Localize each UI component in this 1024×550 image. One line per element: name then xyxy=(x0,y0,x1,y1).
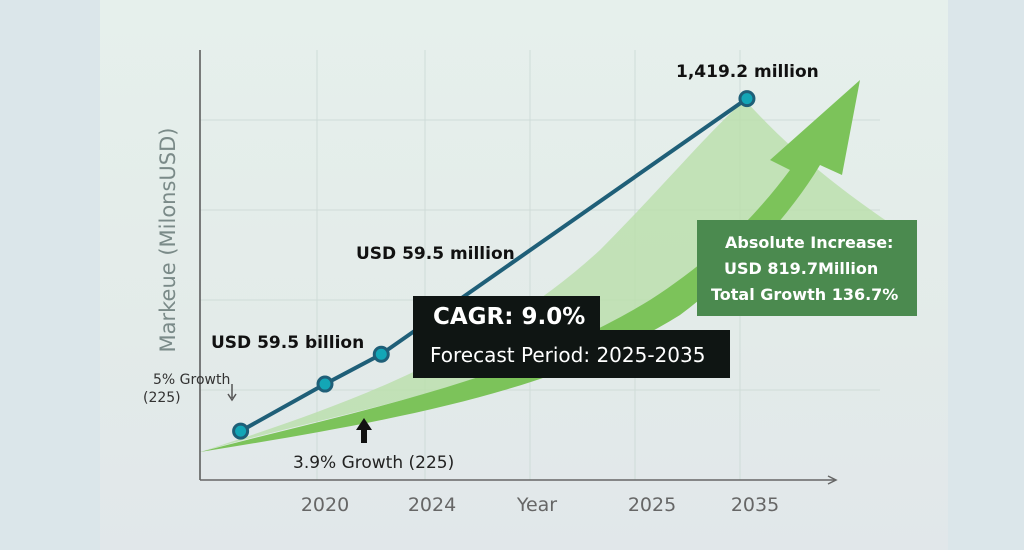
y-axis-label: Markeue (MilonsUSD) xyxy=(156,127,180,353)
data-point xyxy=(316,375,334,393)
end-point-label: 1,419.2 million xyxy=(676,62,819,82)
x-tick-label: 2025 xyxy=(627,494,677,516)
data-point xyxy=(232,422,250,440)
absolute-title: Absolute Increase: xyxy=(725,233,894,252)
growth-left-label: 5% Growth xyxy=(153,372,231,388)
x-tick-label: 2035 xyxy=(730,494,780,516)
cagr-label: CAGR: 9.0% xyxy=(433,304,586,330)
data-point xyxy=(372,345,390,363)
growth-left-year: (225) xyxy=(143,390,181,406)
series xyxy=(232,90,756,440)
absolute-increase-box: Absolute Increase: USD 819.7Million Tota… xyxy=(697,220,917,316)
x-axis-arrow xyxy=(827,475,838,485)
point-label: USD 59.5 billion xyxy=(211,333,365,353)
data-point xyxy=(738,90,756,108)
growth-bottom-label: 3.9% Growth (225) xyxy=(293,453,455,473)
x-tick-label: 2020 xyxy=(300,494,350,516)
forecast-label: Forecast Period: 2025-2035 xyxy=(430,343,706,367)
up-arrow-icon xyxy=(356,418,372,443)
mid-label: USD 59.5 million xyxy=(356,244,515,264)
right-background xyxy=(948,0,1024,550)
green-band-light xyxy=(200,100,900,452)
series-line xyxy=(239,96,749,433)
cagr-box xyxy=(413,296,600,332)
absolute-value: USD 819.7Million xyxy=(724,259,879,278)
down-arrow-icon xyxy=(227,384,237,402)
left-background xyxy=(0,0,100,550)
x-axis-label: Year xyxy=(516,494,558,516)
total-growth: Total Growth 136.7% xyxy=(711,285,899,304)
x-tick-label: 2024 xyxy=(407,494,457,516)
forecast-box xyxy=(413,330,730,378)
